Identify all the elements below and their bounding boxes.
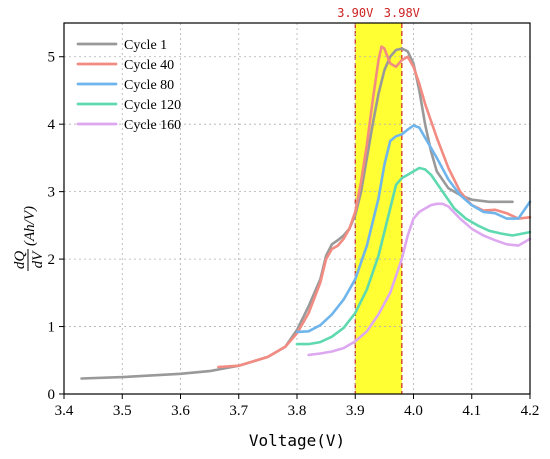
series-line-4 [295,166,532,346]
x-tick-label: 3.6 [171,403,190,419]
axes: 3.4 3.5 3.6 3.7 3.8 3.9 4.0 4.1 4.2 0 1 2 3 4 5 [48,22,540,419]
x-tick-label: 3.9 [346,403,365,419]
highlight-band-fill [355,23,402,394]
legend-label-3: Cycle 80 [124,78,174,93]
legend-label-4: Cycle 120 [124,98,181,113]
legend-label-2: Cycle 40 [124,58,174,73]
series-line-3 [295,124,532,334]
legend-label-1: Cycle 1 [124,38,167,53]
series-line-2 [217,45,532,369]
y-axis-title: dQ dV (Ah/V) [12,206,46,271]
y-tick-label: 0 [48,387,56,403]
legend: Cycle 1 Cycle 40 Cycle 80 Cycle 120 Cycle 16… [76,38,181,133]
x-tick-label: 3.7 [229,403,248,419]
y-tick-label: 4 [48,117,56,133]
legend-label-5: Cycle 160 [124,118,181,133]
y-tick-label: 1 [48,320,56,336]
x-tick-label: 4.0 [404,403,423,419]
x-tick-label: 4.2 [521,403,540,419]
y-tick-label: 2 [48,252,56,268]
y-axis-title-unit: (Ah/V) [22,206,38,246]
band-label-start: 3.90V [337,6,373,20]
y-tick-label: 5 [48,50,56,66]
y-axis-title-numerator: dQ [12,251,28,270]
band-label-end: 3.98V [384,6,420,20]
y-axis-title-denominator: dV [30,250,46,269]
x-axis-title: Voltage(V) [249,431,345,450]
series-lines [80,45,532,380]
series-line-5 [307,202,532,357]
y-tick-label: 3 [48,185,56,201]
x-tick-label: 3.5 [113,403,132,419]
x-tick-label: 3.8 [288,403,307,419]
x-tick-label: 3.4 [55,403,74,419]
x-tick-label: 4.1 [462,403,481,419]
